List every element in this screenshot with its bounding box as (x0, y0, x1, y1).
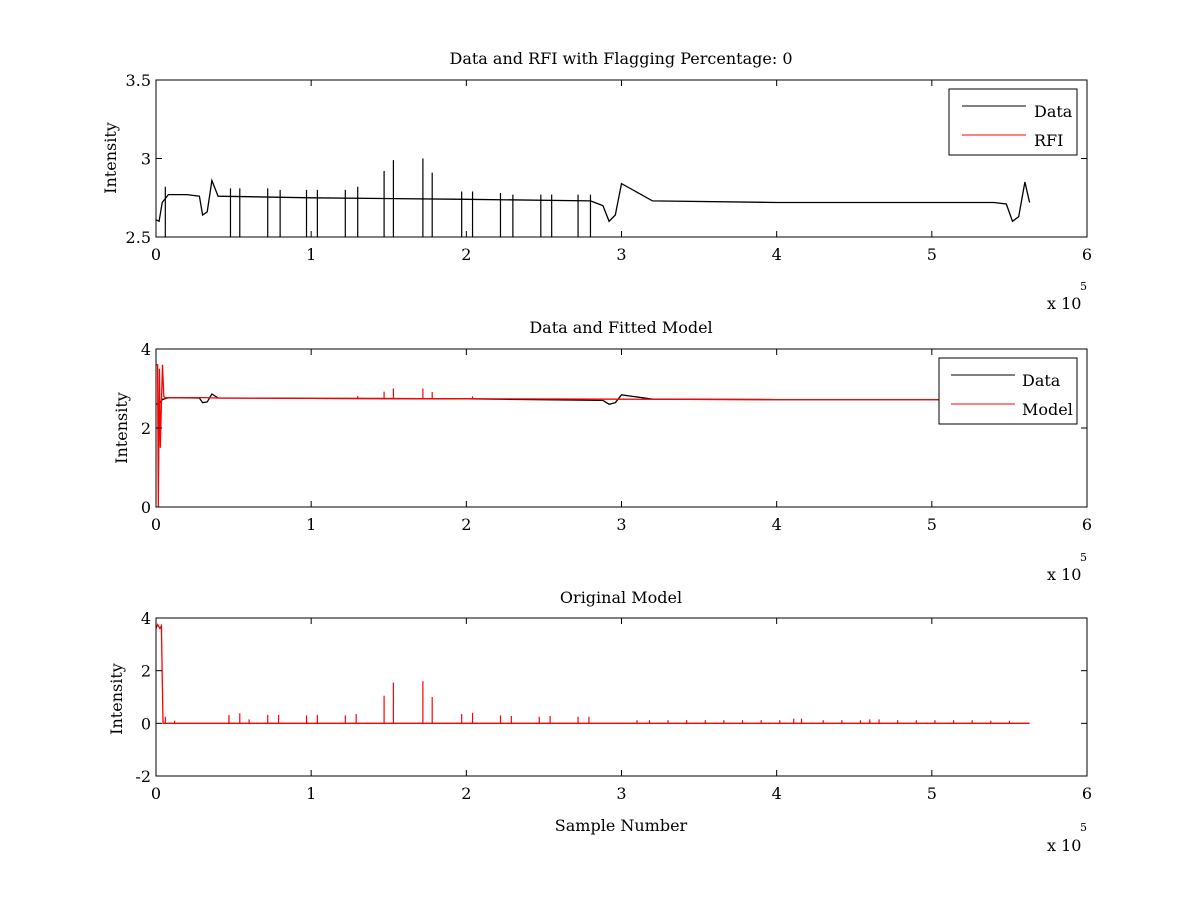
y-tick-label: 2 (141, 662, 151, 681)
subplot-1-x-multiplier-exponent: 5 (1080, 280, 1087, 293)
legend-label-rfi: RFI (1034, 131, 1063, 150)
x-tick-label: 1 (306, 515, 316, 534)
x-tick-label: 4 (772, 245, 782, 264)
subplot-2-plot-area: 0 1 2 3 4 5 6 0 2 4 (141, 340, 1092, 534)
subplot-2-title: Data and Fitted Model (529, 318, 712, 337)
subplot-2-x-multiplier: x 10 5 (1047, 551, 1087, 584)
y-tick-label: 0 (141, 498, 151, 517)
y-tick-label: 3.5 (126, 71, 151, 90)
x-tick-label: 5 (927, 515, 937, 534)
subplot-2-x-multiplier-base: x 10 (1047, 565, 1081, 584)
x-tick-label: 5 (927, 784, 937, 803)
subplot-1-ylabel: Intensity (101, 122, 120, 194)
legend-label-data-2: Data (1022, 371, 1061, 390)
y-tick-label: 2 (141, 419, 151, 438)
subplot-3: Original Model Intensity Sample Number 0… (107, 588, 1092, 855)
y-tick-label: 4 (141, 340, 151, 359)
subplot-2: Data and Fitted Model Intensity 0 1 2 3 4 5 60… (112, 318, 1092, 584)
y-tick-label: 0 (141, 714, 151, 733)
subplot-1-legend: Data RFI (948, 88, 1078, 156)
x-tick-label: 6 (1082, 515, 1092, 534)
x-tick-label: 0 (151, 515, 161, 534)
series-line-data (156, 178, 1031, 223)
subplot-2-ylabel: Intensity (112, 392, 131, 464)
series-line-model (156, 623, 1030, 724)
subplot-3-x-multiplier: x 10 5 (1047, 821, 1087, 855)
x-tick-label: 3 (616, 245, 626, 264)
x-tick-label: 0 (151, 245, 161, 264)
subplot-1-plot-area: 0 1 2 3 4 5 6 2.5 3 3.5 (126, 71, 1093, 264)
subplot-1: Data and RFI with Flagging Percentage: 0… (101, 49, 1093, 313)
series-group-1 (156, 158, 1031, 237)
legend-label-data: Data (1034, 102, 1073, 121)
x-tick-label: 4 (772, 515, 782, 534)
x-tick-label: 1 (306, 784, 316, 803)
subplot-3-xlabel: Sample Number (555, 816, 688, 835)
x-tick-label: 3 (616, 515, 626, 534)
subplot-3-x-multiplier-base: x 10 (1047, 836, 1081, 855)
y-tick-label: -2 (135, 767, 151, 786)
subplot-1-legend-box (948, 88, 1078, 156)
subplot-3-x-multiplier-exponent: 5 (1080, 821, 1087, 834)
subplot-2-legend: Data Model (938, 357, 1078, 425)
subplot-1-x-multiplier: x 10 5 (1047, 280, 1087, 313)
y-tick-label: 4 (141, 609, 151, 628)
x-tick-label: 2 (461, 245, 471, 264)
x-tick-label: 2 (461, 515, 471, 534)
series-group-3 (156, 623, 1030, 724)
x-tick-label: 4 (772, 784, 782, 803)
subplot-3-title: Original Model (560, 588, 682, 607)
x-tick-label: 2 (461, 784, 471, 803)
x-tick-label: 6 (1082, 784, 1092, 803)
subplot-1-x-multiplier-base: x 10 (1047, 294, 1081, 313)
x-tick-label: 3 (616, 784, 626, 803)
x-tick-label: 6 (1082, 245, 1092, 264)
series-line-model (156, 364, 1030, 507)
subplot-3-ylabel: Intensity (107, 663, 126, 735)
subplot-1-title: Data and RFI with Flagging Percentage: 0 (449, 49, 792, 68)
subplot-2-legend-box (938, 357, 1078, 425)
x-tick-label: 5 (927, 245, 937, 264)
y-tick-label: 3 (141, 150, 151, 169)
x-tick-label: 1 (306, 245, 316, 264)
subplot-2-x-multiplier-exponent: 5 (1080, 551, 1087, 564)
y-tick-label: 2.5 (126, 228, 151, 247)
series-group-2 (156, 364, 1030, 507)
x-tick-label: 0 (151, 784, 161, 803)
legend-label-model: Model (1022, 400, 1073, 419)
